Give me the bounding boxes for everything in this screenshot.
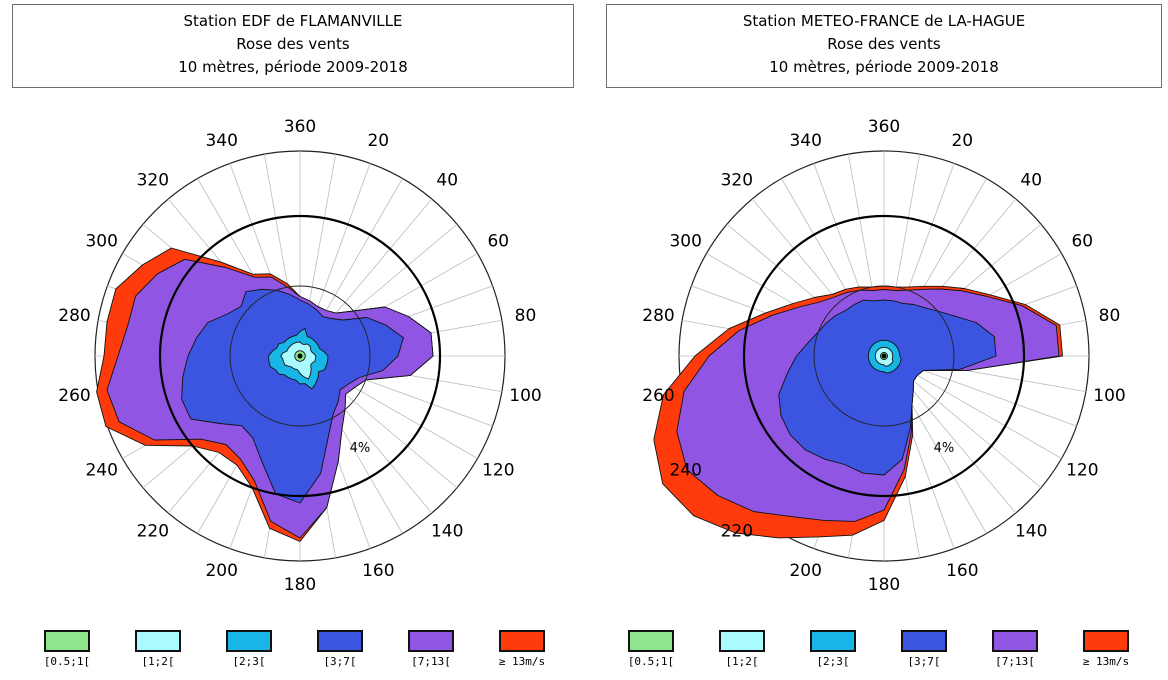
legend: [0.5;1[ [1;2[ [2;3[ [3;7[ [7;13[ ≥ 13m/s: [614, 630, 1154, 680]
direction-label-120: 120: [482, 461, 514, 481]
direction-label-80: 80: [515, 306, 537, 326]
legend-label-5: ≥ 13m/s: [498, 655, 546, 668]
direction-label-360: 360: [284, 117, 316, 137]
direction-label-40: 40: [1020, 171, 1042, 191]
legend-item-1: [1;2[: [123, 630, 193, 668]
direction-label-200: 200: [789, 561, 821, 581]
direction-label-80: 80: [1099, 306, 1121, 326]
wind-rose-la-hague: 4% 360 20 40 60 80 100 120 140 160 180 200 220 240 260…: [642, 117, 1125, 595]
direction-label-40: 40: [436, 171, 458, 191]
ring-4pct: [158, 214, 442, 498]
chart-title-line-3: 10 mètres, période 2009-2018: [178, 58, 408, 76]
chart-title-line-1: Station METEO-FRANCE de LA-HAGUE: [742, 12, 1026, 30]
legend-item-4: [7;13[: [396, 630, 466, 668]
direction-label-340: 340: [205, 131, 237, 151]
ring-label: 4%: [350, 441, 371, 456]
legend-label-1: [1;2[: [141, 655, 175, 668]
direction-label-240: 240: [669, 461, 701, 481]
rose-series-3: [181, 288, 404, 504]
title-box: Station EDF de FLAMANVILLE Rose des vent…: [12, 4, 574, 88]
legend-item-2: [2;3[: [214, 630, 284, 668]
legend-label-3: [3;7[: [323, 655, 357, 668]
direction-label-260: 260: [58, 386, 90, 406]
direction-label-240: 240: [85, 461, 117, 481]
direction-label-20: 20: [951, 131, 973, 151]
direction-label-200: 200: [205, 561, 237, 581]
legend-label-1: [1;2[: [725, 655, 759, 668]
legend-item-3: [3;7[: [305, 630, 375, 668]
direction-label-140: 140: [1015, 521, 1047, 541]
legend-label-2: [2;3[: [816, 655, 850, 668]
ring-4pct: [742, 214, 1026, 498]
ring-2pct: [229, 285, 371, 427]
ring-label: 4%: [934, 441, 955, 456]
direction-label-20: 20: [367, 131, 389, 151]
ring-2pct: [813, 285, 955, 427]
legend-label-2: [2;3[: [232, 655, 266, 668]
legend-swatch-5: [1083, 630, 1129, 652]
direction-label-260: 260: [642, 386, 674, 406]
direction-label-120: 120: [1066, 461, 1098, 481]
chart-title-line-1: Station EDF de FLAMANVILLE: [183, 12, 403, 30]
legend-label-4: [7;13[: [995, 655, 1035, 668]
direction-label-340: 340: [789, 131, 821, 151]
chart-title-line-2: Rose des vents: [236, 35, 350, 53]
direction-label-160: 160: [362, 561, 394, 581]
legend-item-3: [3;7[: [889, 630, 959, 668]
legend-item-1: [1;2[: [707, 630, 777, 668]
direction-label-180: 180: [284, 575, 316, 595]
chart-panel-la-hague: Station METEO-FRANCE de LA-HAGUE Rose de…: [584, 0, 1168, 680]
direction-label-140: 140: [431, 521, 463, 541]
chart-title-line-2: Rose des vents: [827, 35, 941, 53]
legend-label-3: [3;7[: [907, 655, 941, 668]
direction-label-100: 100: [509, 386, 541, 406]
chart-panel-flamanville: Station EDF de FLAMANVILLE Rose des vent…: [12, 4, 574, 680]
legend-swatch-5: [499, 630, 545, 652]
direction-label-280: 280: [58, 306, 90, 326]
legend-label-0: [0.5;1[: [43, 655, 91, 668]
center-dot: [297, 353, 303, 359]
legend-swatch-4: [992, 630, 1038, 652]
legend-label-0: [0.5;1[: [627, 655, 675, 668]
direction-label-220: 220: [137, 521, 169, 541]
rose-series-3: [778, 299, 997, 476]
direction-label-60: 60: [1071, 232, 1093, 252]
legend-swatch-1: [719, 630, 765, 652]
direction-label-320: 320: [137, 171, 169, 191]
legend-label-4: [7;13[: [411, 655, 451, 668]
chart-title-line-3: 10 mètres, période 2009-2018: [769, 58, 999, 76]
legend-swatch-4: [408, 630, 454, 652]
direction-label-60: 60: [487, 232, 509, 252]
direction-label-160: 160: [946, 561, 978, 581]
legend-label-5: ≥ 13m/s: [1082, 655, 1130, 668]
legend-swatch-3: [317, 630, 363, 652]
direction-label-220: 220: [721, 521, 753, 541]
direction-label-360: 360: [868, 117, 900, 137]
legend-item-4: [7;13[: [980, 630, 1050, 668]
legend-item-0: [0.5;1[: [32, 630, 102, 668]
legend-swatch-2: [226, 630, 272, 652]
direction-label-280: 280: [642, 306, 674, 326]
legend-swatch-3: [901, 630, 947, 652]
direction-label-100: 100: [1093, 386, 1125, 406]
legend: [0.5;1[ [1;2[ [2;3[ [3;7[ [7;13[ ≥ 13m/s: [30, 630, 570, 680]
direction-label-320: 320: [721, 171, 753, 191]
direction-label-300: 300: [85, 232, 117, 252]
direction-label-180: 180: [868, 575, 900, 595]
legend-item-5: ≥ 13m/s: [487, 630, 557, 668]
legend-swatch-0: [44, 630, 90, 652]
center-dot: [881, 353, 887, 359]
legend-swatch-1: [135, 630, 181, 652]
legend-swatch-2: [810, 630, 856, 652]
legend-swatch-0: [628, 630, 674, 652]
direction-label-300: 300: [669, 232, 701, 252]
legend-item-0: [0.5;1[: [616, 630, 686, 668]
wind-rose-flamanville: 4% 360 20 40 60 80 100 120 140 160 180 200 220 240 260…: [58, 117, 541, 595]
legend-item-5: ≥ 13m/s: [1071, 630, 1141, 668]
legend-item-2: [2;3[: [798, 630, 868, 668]
title-box: Station METEO-FRANCE de LA-HAGUE Rose de…: [606, 4, 1162, 88]
